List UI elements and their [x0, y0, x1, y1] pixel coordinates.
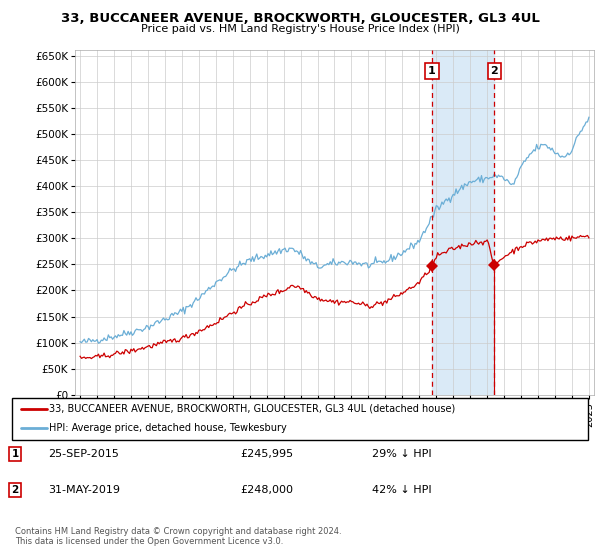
Text: 31-MAY-2019: 31-MAY-2019 — [48, 485, 120, 495]
Text: 1: 1 — [11, 449, 19, 459]
Text: 2: 2 — [11, 485, 19, 495]
Text: 42% ↓ HPI: 42% ↓ HPI — [372, 485, 431, 495]
Text: HPI: Average price, detached house, Tewkesbury: HPI: Average price, detached house, Tewk… — [49, 423, 287, 433]
Bar — [432, 50, 494, 395]
Text: 1: 1 — [428, 66, 436, 76]
Text: £248,000: £248,000 — [240, 485, 293, 495]
Text: 25-SEP-2015: 25-SEP-2015 — [48, 449, 119, 459]
Text: 29% ↓ HPI: 29% ↓ HPI — [372, 449, 431, 459]
Text: £245,995: £245,995 — [240, 449, 293, 459]
Text: 2: 2 — [490, 66, 498, 76]
Text: 33, BUCCANEER AVENUE, BROCKWORTH, GLOUCESTER, GL3 4UL: 33, BUCCANEER AVENUE, BROCKWORTH, GLOUCE… — [61, 12, 539, 25]
Text: Contains HM Land Registry data © Crown copyright and database right 2024.
This d: Contains HM Land Registry data © Crown c… — [15, 526, 341, 546]
Text: Price paid vs. HM Land Registry's House Price Index (HPI): Price paid vs. HM Land Registry's House … — [140, 24, 460, 34]
Text: 33, BUCCANEER AVENUE, BROCKWORTH, GLOUCESTER, GL3 4UL (detached house): 33, BUCCANEER AVENUE, BROCKWORTH, GLOUCE… — [49, 404, 455, 414]
